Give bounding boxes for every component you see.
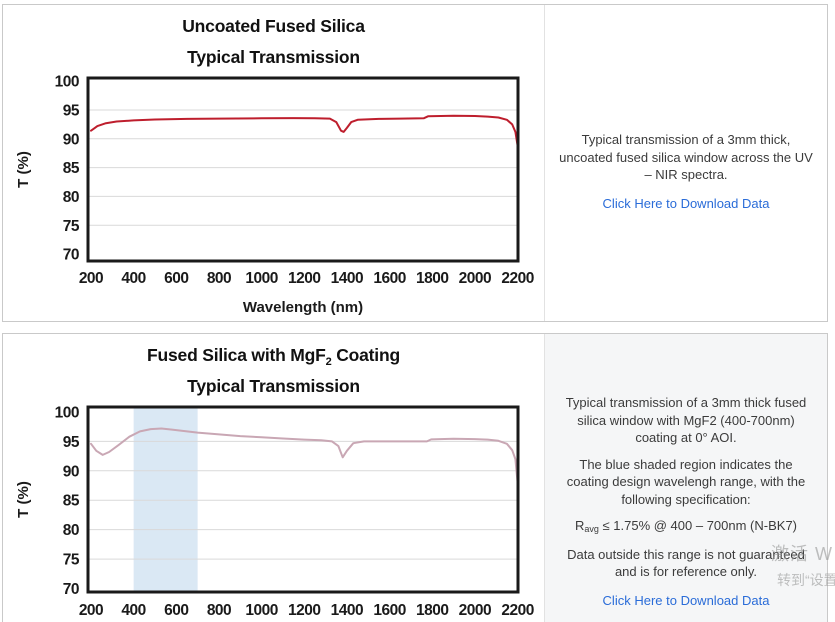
svg-text:70: 70 [63,581,79,598]
disclaimer-text: Data outside this range is not guarantee… [567,546,805,580]
transmission-chart-mgf2: 70 75 80 85 90 95 100 200 400 600 800 1000 1200 1400 1… [15,405,534,620]
svg-text:95: 95 [63,103,80,120]
svg-text:2000: 2000 [459,602,491,619]
svg-text:400: 400 [121,602,145,619]
description-text: Typical transmission of a 3mm thick, unc… [559,132,813,182]
svg-text:400: 400 [121,270,145,287]
svg-text:800: 800 [207,270,231,287]
chart-title-uncoated: Uncoated Fused Silica Typical Transmissi… [3,12,544,71]
svg-text:200: 200 [79,270,103,287]
description-text: Typical transmission of a 3mm thick fuse… [565,395,807,445]
svg-text:70: 70 [63,247,79,264]
svg-text:1600: 1600 [373,270,405,287]
svg-text:85: 85 [63,493,80,510]
svg-text:800: 800 [207,602,231,619]
description-mgf2: Typical transmission of a 3mm thick fuse… [545,334,827,622]
chart-title-line2: Typical Transmission [187,376,360,396]
svg-text:1000: 1000 [245,602,277,619]
svg-text:600: 600 [164,270,188,287]
svg-text:600: 600 [164,602,188,619]
svg-text:1800: 1800 [416,270,448,287]
svg-text:T (%): T (%) [15,481,32,518]
chart-title-line1: Uncoated Fused Silica [182,16,365,36]
chart-area-uncoated: Uncoated Fused Silica Typical Transmissi… [3,5,545,321]
svg-text:2200: 2200 [501,270,533,287]
coating-spec: Ravg ≤ 1.75% @ 400 – 700nm (N-BK7) [575,518,797,534]
shaded-region-note: The blue shaded region indicates the coa… [566,456,806,507]
svg-text:100: 100 [55,405,79,422]
svg-text:1800: 1800 [416,602,448,619]
svg-text:1000: 1000 [245,270,277,287]
download-data-link[interactable]: Click Here to Download Data [602,195,770,211]
svg-text:1200: 1200 [288,270,320,287]
chart-title-line1: Fused Silica with MgF2 Coating [147,345,400,368]
svg-text:2000: 2000 [459,270,491,287]
chart-title-mgf2: Fused Silica with MgF2 Coating Typical T… [3,341,544,400]
description-uncoated: Typical transmission of a 3mm thick, unc… [545,5,827,321]
svg-text:2200: 2200 [501,602,533,619]
svg-text:90: 90 [63,131,79,148]
svg-text:200: 200 [79,602,103,619]
svg-text:T (%): T (%) [15,151,32,188]
svg-text:1600: 1600 [373,602,405,619]
svg-text:75: 75 [63,218,80,235]
svg-text:1400: 1400 [331,602,363,619]
svg-text:95: 95 [63,434,80,451]
svg-text:90: 90 [63,463,79,480]
download-data-link[interactable]: Click Here to Download Data [602,592,770,608]
chart-area-mgf2: Fused Silica with MgF2 Coating Typical T… [3,334,545,622]
svg-text:80: 80 [63,189,79,206]
svg-text:100: 100 [55,74,79,91]
chart-title-line2: Typical Transmission [187,47,360,67]
svg-text:1400: 1400 [331,270,363,287]
transmission-chart-uncoated: 70 75 80 85 90 95 100 200 400 600 800 1000 1200 1400 1… [15,74,534,316]
svg-text:80: 80 [63,522,79,539]
svg-text:1200: 1200 [288,602,320,619]
panel-uncoated-fused-silica: Uncoated Fused Silica Typical Transmissi… [2,4,828,322]
svg-text:Wavelength (nm): Wavelength (nm) [243,299,363,316]
panel-mgf2-coated-fused-silica: Fused Silica with MgF2 Coating Typical T… [2,333,828,622]
svg-text:85: 85 [63,160,80,177]
svg-text:75: 75 [63,552,80,569]
